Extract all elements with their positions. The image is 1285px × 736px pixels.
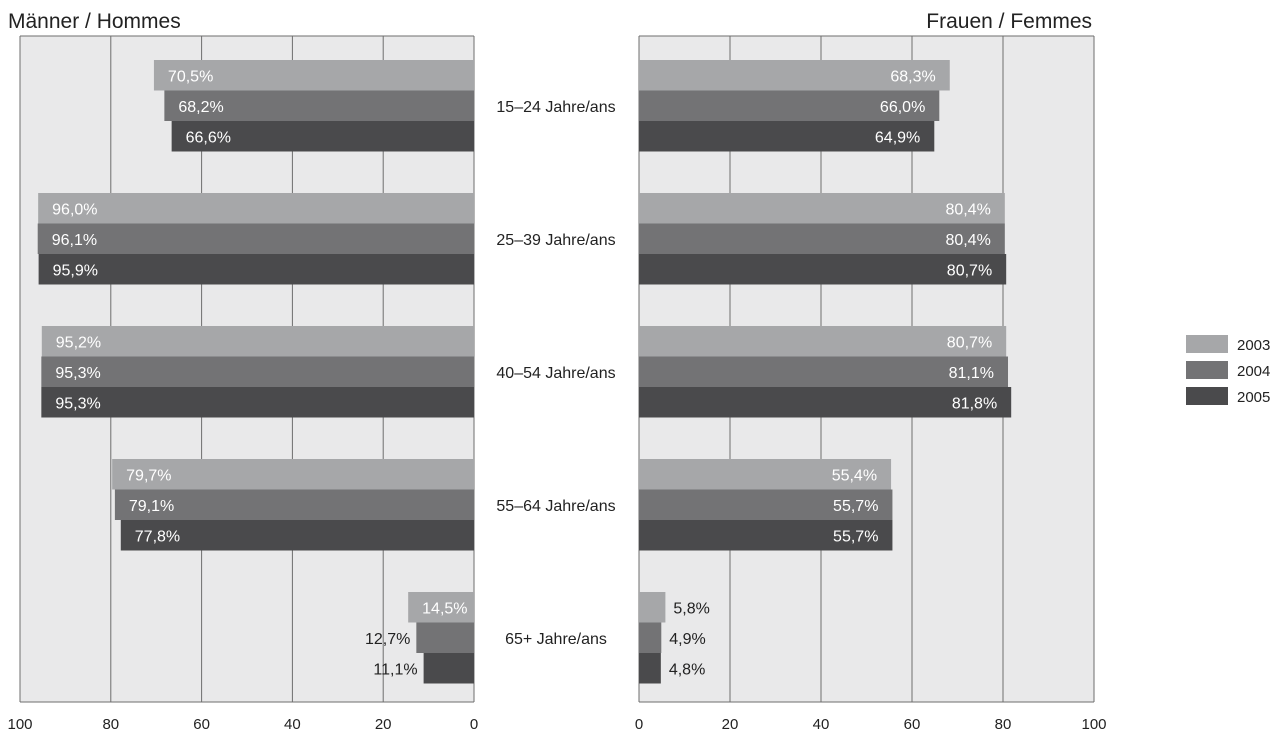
bar-men-2005 (171, 121, 475, 152)
bar-women-2003 (639, 459, 892, 490)
category-label: 25–39 Jahre/ans (496, 232, 615, 249)
bar-women-2005 (639, 653, 661, 684)
panel-title-men: Männer / Hommes (8, 10, 181, 33)
legend-label: 2004 (1237, 363, 1270, 380)
x-tick-label: 100 (7, 716, 32, 733)
data-label: 11,1% (373, 661, 417, 678)
legend-label: 2003 (1237, 337, 1270, 354)
bar-men-2003 (41, 326, 475, 357)
data-label: 96,0% (52, 201, 97, 218)
data-label: 66,6% (186, 129, 231, 146)
bar-women-2004 (639, 622, 662, 653)
bar-men-2003 (408, 592, 474, 623)
category-label: 65+ Jahre/ans (505, 631, 607, 648)
data-label: 77,8% (135, 528, 180, 545)
data-label: 80,7% (947, 262, 992, 279)
data-label: 5,8% (673, 600, 709, 617)
x-tick-label: 80 (995, 716, 1012, 733)
data-label: 96,1% (52, 232, 97, 249)
x-tick-label: 20 (375, 716, 392, 733)
bar-men-2005 (38, 254, 474, 285)
data-label: 95,2% (56, 334, 101, 351)
bar-men-2004 (164, 90, 474, 121)
data-label: 95,3% (55, 395, 100, 412)
bar-men-2004 (114, 489, 475, 520)
bar-men-2005 (423, 653, 474, 684)
legend-swatch-2005 (1186, 387, 1228, 405)
x-tick-label: 0 (470, 716, 478, 733)
data-label: 55,7% (833, 528, 878, 545)
legend-label: 2005 (1237, 389, 1270, 406)
bar-women-2005 (639, 520, 893, 551)
bar-women-2003 (639, 193, 1005, 224)
panel-title-women: Frauen / Femmes (926, 10, 1092, 33)
x-tick-label: 20 (722, 716, 739, 733)
bar-women-2003 (639, 592, 666, 623)
data-label: 4,9% (669, 631, 705, 648)
data-label: 81,1% (949, 365, 994, 382)
data-label: 81,8% (952, 395, 997, 412)
bar-women-2004 (639, 489, 893, 520)
data-label: 66,0% (880, 99, 925, 116)
bar-men-2004 (37, 223, 475, 254)
bar-women-2003 (639, 60, 950, 91)
bar-women-2004 (639, 223, 1005, 254)
bar-men-2005 (41, 387, 474, 418)
bar-women-2005 (639, 121, 935, 152)
category-label: 40–54 Jahre/ans (496, 365, 615, 382)
data-label: 68,2% (178, 99, 223, 116)
data-label: 55,4% (832, 467, 877, 484)
bar-men-2004 (416, 622, 474, 653)
bar-men-2005 (120, 520, 475, 551)
data-label: 12,7% (365, 631, 410, 648)
legend-swatch-2004 (1186, 361, 1228, 379)
bar-men-2003 (38, 193, 474, 224)
bar-women-2004 (639, 90, 940, 121)
x-tick-label: 40 (284, 716, 301, 733)
data-label: 80,4% (945, 201, 990, 218)
bar-women-2003 (639, 326, 1007, 357)
x-tick-label: 60 (904, 716, 921, 733)
data-label: 55,7% (833, 498, 878, 515)
data-label: 68,3% (890, 68, 935, 85)
x-tick-label: 60 (193, 716, 210, 733)
category-label: 15–24 Jahre/ans (496, 99, 615, 116)
data-label: 80,7% (947, 334, 992, 351)
data-label: 70,5% (168, 68, 213, 85)
bar-women-2005 (639, 387, 1012, 418)
data-label: 14,5% (422, 600, 467, 617)
data-label: 95,3% (55, 365, 100, 382)
category-label: 55–64 Jahre/ans (496, 498, 615, 515)
bar-men-2004 (41, 356, 474, 387)
bar-men-2003 (153, 60, 474, 91)
x-tick-label: 100 (1081, 716, 1106, 733)
data-label: 64,9% (875, 129, 920, 146)
legend-swatch-2003 (1186, 335, 1228, 353)
x-tick-label: 0 (635, 716, 643, 733)
data-label: 80,4% (945, 232, 990, 249)
data-label: 79,1% (129, 498, 174, 515)
bar-men-2003 (112, 459, 475, 490)
x-tick-label: 40 (813, 716, 830, 733)
bar-women-2004 (639, 356, 1009, 387)
data-label: 4,8% (669, 661, 705, 678)
bar-women-2005 (639, 254, 1007, 285)
data-label: 79,7% (126, 467, 171, 484)
data-label: 95,9% (53, 262, 98, 279)
x-tick-label: 80 (102, 716, 119, 733)
